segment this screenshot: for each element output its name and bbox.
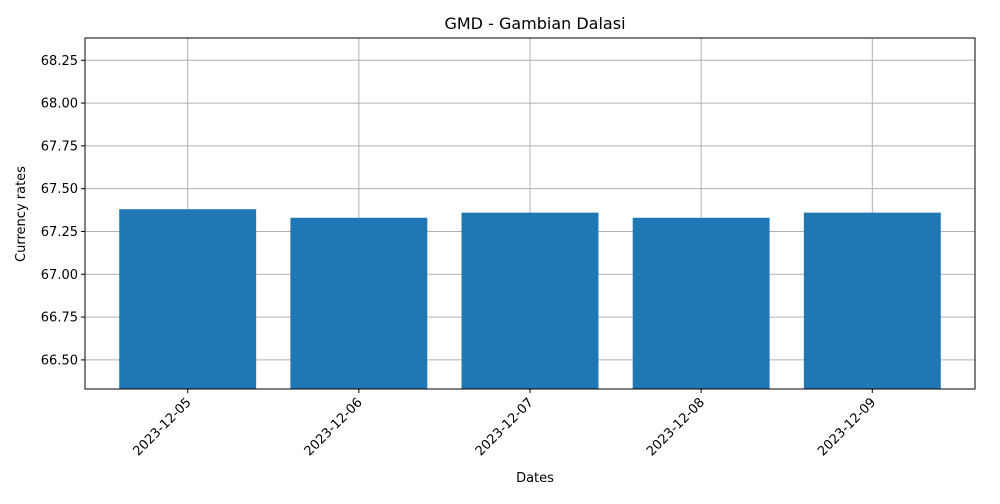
- bar-2023-12-05: [119, 209, 257, 389]
- bar-2023-12-09: [803, 212, 941, 389]
- bar-2023-12-07: [461, 212, 599, 389]
- x-tick-label: 2023-12-09: [815, 395, 879, 459]
- x-axis-label: Dates: [516, 471, 554, 486]
- y-tick-label: 66.75: [41, 311, 78, 326]
- y-tick-label: 67.50: [41, 182, 78, 197]
- y-tick-label: 68.25: [41, 54, 78, 69]
- bars-layer: [119, 209, 941, 389]
- x-tick-label: 2023-12-08: [644, 395, 708, 459]
- y-tick-label: 68.00: [41, 97, 78, 112]
- x-tick-label: 2023-12-06: [302, 395, 366, 459]
- y-tick-label: 67.25: [41, 225, 78, 240]
- y-axis-label: Currency rates: [14, 166, 29, 262]
- x-tick-label: 2023-12-07: [473, 395, 537, 459]
- chart-title: GMD - Gambian Dalasi: [444, 14, 625, 33]
- bar-2023-12-08: [632, 217, 770, 389]
- y-tick-label: 67.75: [41, 139, 78, 154]
- x-tick-label: 2023-12-05: [130, 395, 194, 459]
- x-axis: 2023-12-05 2023-12-06 2023-12-07 2023-12-08…: [130, 389, 879, 459]
- y-tick-label: 66.50: [41, 353, 78, 368]
- bar-2023-12-06: [290, 217, 428, 389]
- y-axis: 66.50 66.75 67.00 67.25 67.50 67.75 68.00 68.25: [41, 54, 85, 368]
- y-tick-label: 67.00: [41, 268, 78, 283]
